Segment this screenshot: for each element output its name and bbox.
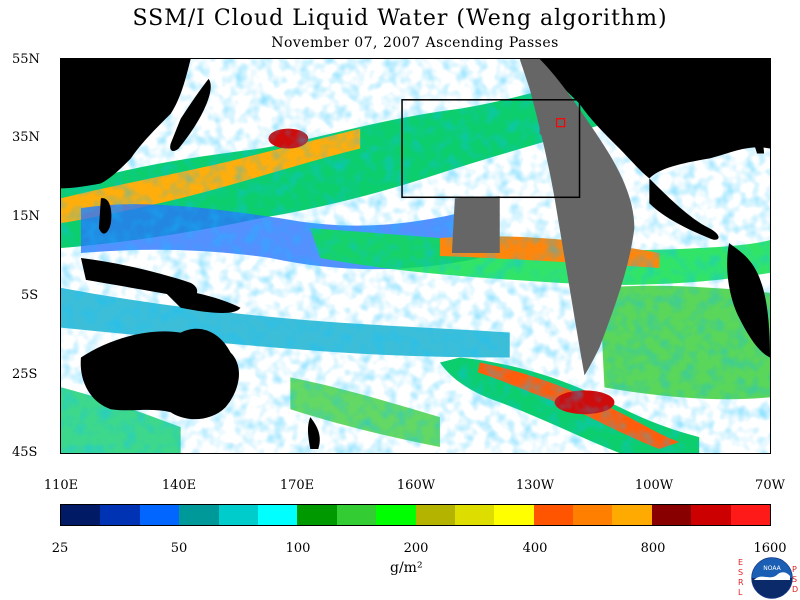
lon-label: 100W: [634, 478, 674, 493]
colorbar-label: 1600: [753, 541, 787, 556]
no-data-areas: [451, 59, 635, 376]
colorbar-label: 200: [403, 541, 429, 556]
cloud-water-map: [60, 58, 771, 454]
lat-label: 25S: [12, 367, 38, 382]
colorbar-swatch: [494, 505, 534, 525]
colorbar-swatch: [218, 505, 258, 525]
noaa-logo-text: NOAA: [763, 565, 781, 572]
land: [61, 59, 770, 450]
colorbar-label: 25: [51, 541, 69, 556]
colorbar: [60, 504, 771, 526]
colorbar-swatch: [61, 505, 101, 525]
colorbar-swatch: [139, 505, 180, 525]
colorbar-label: 100: [285, 541, 311, 556]
lat-label: 55N: [12, 52, 40, 67]
map-subtitle: November 07, 2007 Ascending Passes: [271, 35, 559, 51]
psd-letters: PSD: [792, 565, 799, 594]
lat-label: 35N: [12, 130, 40, 145]
colorbar-swatch: [573, 505, 613, 525]
colorbar-swatch: [612, 505, 652, 525]
colorbar-swatch: [651, 505, 692, 525]
marker-box: [556, 118, 566, 128]
lon-label: 110E: [43, 478, 79, 493]
colorbar-label: 50: [170, 541, 188, 556]
colorbar-swatch: [179, 505, 219, 525]
lon-label: 170E: [279, 478, 315, 493]
region-box: [401, 99, 581, 199]
lon-label: 130W: [515, 478, 555, 493]
colorbar-swatch: [297, 505, 337, 525]
colorbar-swatch: [730, 505, 771, 525]
colorbar-swatch: [100, 505, 140, 525]
colorbar-swatch: [533, 505, 574, 525]
colorbar-swatch: [336, 505, 377, 525]
colorbar-label: 800: [640, 541, 666, 556]
noaa-logo: NOAA: [751, 557, 793, 599]
map-title: SSM/I Cloud Liquid Water (Weng algorithm…: [132, 6, 668, 31]
colorbar-swatch: [415, 505, 455, 525]
colorbar-swatch: [454, 505, 495, 525]
cloud-bands: [61, 59, 770, 453]
lat-label: 15N: [12, 209, 40, 224]
colorbar-label: 400: [522, 541, 548, 556]
lon-label: 160W: [396, 478, 436, 493]
lat-label: 45S: [12, 445, 38, 460]
lon-label: 140E: [161, 478, 197, 493]
esrl-letters: ESRL: [738, 558, 744, 597]
lat-label: 5S: [21, 288, 39, 303]
colorbar-swatch: [691, 505, 731, 525]
lon-label: 70W: [755, 478, 785, 493]
units-label: g/m²: [390, 560, 423, 576]
colorbar-swatch: [257, 505, 298, 525]
colorbar-swatch: [376, 505, 416, 525]
